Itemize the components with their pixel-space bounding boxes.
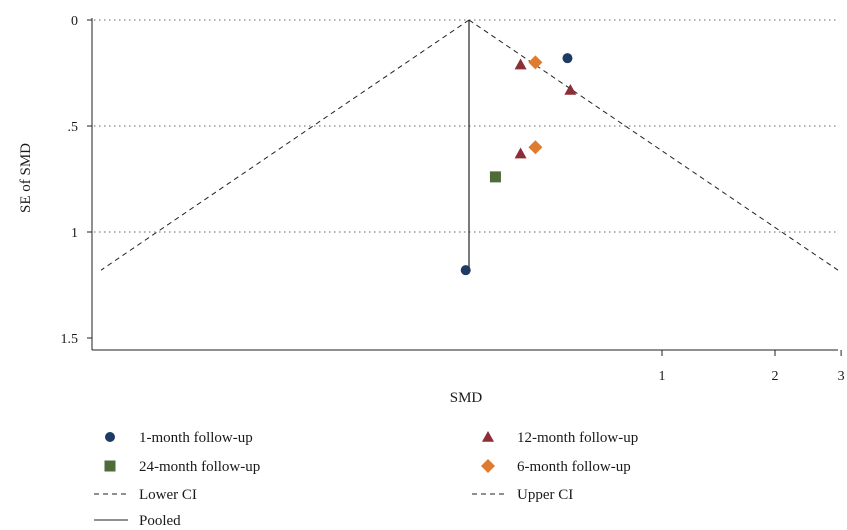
data-point-circle bbox=[460, 265, 471, 276]
data-point-triangle bbox=[514, 147, 527, 159]
data-point-triangle bbox=[564, 83, 577, 95]
y-tick-label: 0 bbox=[71, 14, 78, 29]
legend-item: 12-month follow-up bbox=[482, 430, 638, 446]
confidence-lines bbox=[100, 19, 839, 271]
legend-item: 24-month follow-up bbox=[104, 459, 260, 475]
tick-labels: 0 .5 1 1.5 1 2 3 bbox=[61, 14, 845, 384]
upper-ci-line bbox=[468, 19, 839, 271]
x-tick-label: 2 bbox=[772, 369, 779, 384]
data-point-circle bbox=[562, 53, 573, 64]
y-tick-label: 1.5 bbox=[61, 332, 79, 347]
legend-label: Lower CI bbox=[139, 487, 197, 503]
legend-label: Upper CI bbox=[517, 487, 573, 503]
legend-label: 12-month follow-up bbox=[517, 430, 638, 446]
axes bbox=[91, 18, 838, 351]
data-point-diamond bbox=[528, 140, 543, 155]
x-tick-label: 1 bbox=[659, 369, 666, 384]
x-tick-label: 3 bbox=[838, 369, 845, 384]
legend-swatch-square bbox=[104, 460, 116, 472]
gridlines bbox=[94, 19, 838, 233]
legend-swatch-triangle bbox=[482, 431, 494, 442]
data-point-triangle bbox=[514, 58, 527, 70]
legend-item: Pooled bbox=[94, 513, 181, 529]
data-point-diamond bbox=[528, 55, 543, 70]
legend-label: 6-month follow-up bbox=[517, 459, 631, 475]
legend: 1-month follow-up 12-month follow-up 24-mo… bbox=[94, 430, 638, 529]
y-tick-label: .5 bbox=[68, 120, 79, 135]
legend-label: 1-month follow-up bbox=[139, 430, 253, 446]
legend-item: Upper CI bbox=[472, 487, 573, 503]
x-axis-title: SMD bbox=[450, 390, 483, 406]
legend-swatch-circle bbox=[105, 432, 115, 442]
legend-item: 1-month follow-up bbox=[105, 430, 253, 446]
legend-swatch-diamond bbox=[481, 459, 495, 473]
data-points bbox=[460, 53, 577, 276]
legend-label: Pooled bbox=[139, 513, 181, 529]
y-axis-title: SE of SMD bbox=[18, 143, 34, 213]
legend-item: Lower CI bbox=[94, 487, 197, 503]
legend-label: 24-month follow-up bbox=[139, 459, 260, 475]
data-point-square bbox=[489, 171, 501, 183]
y-tick-label: 1 bbox=[71, 226, 78, 241]
legend-item: 6-month follow-up bbox=[481, 459, 631, 475]
lower-ci-line bbox=[100, 19, 470, 271]
